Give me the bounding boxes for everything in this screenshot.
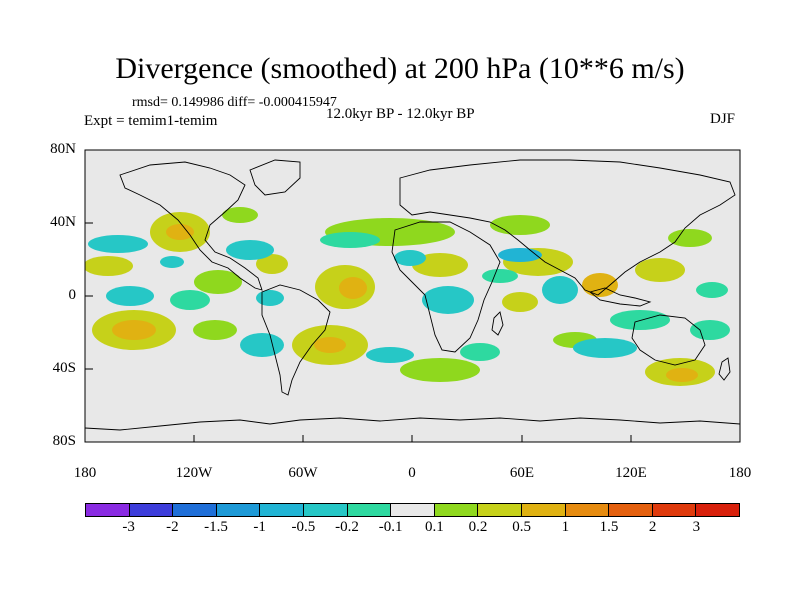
greenland-coast	[249, 159, 301, 196]
colorbar-label: 1	[561, 519, 570, 535]
colorbar-swatch	[696, 504, 739, 516]
colorbar-swatch	[216, 504, 261, 516]
colorbar-label: -1	[253, 519, 266, 535]
lon-label-0: 0	[408, 465, 416, 481]
season-label: DJF	[710, 111, 736, 127]
lon-label-120w: 120W	[175, 465, 213, 481]
colorbar-label: 0.5	[512, 519, 532, 535]
lat-label-0: 0	[68, 287, 77, 303]
colorbar-swatch	[434, 504, 479, 516]
colorbar-swatch	[173, 504, 217, 516]
period-label: 12.0kyr BP - 12.0kyr BP	[326, 106, 475, 122]
colorbar-label: -0.5	[291, 519, 316, 535]
colorbar-label: 0.2	[468, 519, 488, 535]
colorbar-label: -0.2	[335, 519, 359, 535]
colorbar-swatch	[260, 504, 304, 516]
lon-label-60w: 60W	[288, 465, 318, 481]
colorbar-swatch	[347, 504, 392, 516]
new-zealand-coast	[718, 357, 731, 381]
colorbar-swatch	[565, 504, 610, 516]
north-america-coast	[119, 161, 263, 291]
colorbar-label: 3	[692, 519, 701, 535]
tick-marks	[85, 149, 632, 443]
colorbar-swatch	[609, 504, 653, 516]
colorbar-swatch	[521, 504, 566, 516]
lat-label-40s: 40S	[52, 360, 76, 376]
colorbar-swatch	[129, 504, 174, 516]
colorbar-label: 1.5	[599, 519, 619, 535]
africa-coast	[391, 221, 501, 353]
lon-label-180w: 180	[73, 465, 97, 481]
stats-line: rmsd= 0.149986 diff= -0.000415947	[132, 95, 337, 110]
colorbar-label: -3	[122, 519, 135, 535]
lat-label-40n: 40N	[50, 214, 76, 230]
colorbar-label: -2	[166, 519, 179, 535]
madagascar-coast	[491, 311, 504, 336]
divergence-field	[85, 207, 730, 386]
colorbar-swatch	[391, 504, 435, 516]
map-title: Divergence (smoothed) at 200 hPa (10**6 …	[115, 52, 685, 85]
colorbar-label: -0.1	[378, 519, 403, 535]
colorbar-swatch	[86, 504, 130, 516]
colorbar-label: -1.5	[204, 519, 228, 535]
colorbar	[85, 503, 740, 517]
colorbar-label: 2	[648, 519, 657, 535]
colorbar-swatch	[303, 504, 348, 516]
experiment-label: Expt = temim1-temim	[84, 113, 218, 129]
europe-asia-coast	[399, 159, 736, 296]
lat-label-80s: 80S	[52, 433, 76, 449]
lat-label-80n: 80N	[50, 141, 76, 157]
lon-label-180e: 180	[728, 465, 752, 481]
lon-label-60e: 60E	[509, 465, 535, 481]
indonesia-coast	[589, 287, 652, 307]
negative-divergence-areas	[88, 232, 730, 363]
south-america-coast	[261, 284, 331, 396]
antarctica-coast	[85, 417, 740, 431]
lon-label-120e: 120E	[615, 465, 647, 481]
colorbar-swatch	[478, 504, 522, 516]
coastlines	[85, 159, 740, 431]
colorbar-swatch	[652, 504, 697, 516]
australia-coast	[631, 314, 706, 366]
colorbar-label: 0.1	[424, 519, 444, 535]
